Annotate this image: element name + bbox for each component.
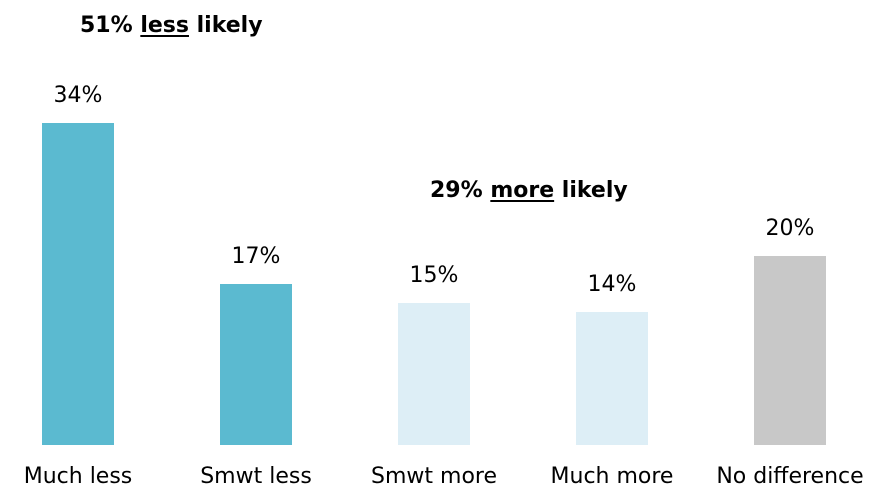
category-label: Much less <box>23 464 133 489</box>
bar-value-label: 20% <box>765 216 815 241</box>
annotation-less-likely-pre: 51% <box>80 13 141 38</box>
annotation-more-likely: 29% more likely <box>430 180 628 202</box>
bar-value-label: 15% <box>409 263 459 288</box>
category-label: Smwt less <box>200 464 312 489</box>
bar <box>398 303 470 445</box>
bar <box>576 312 648 445</box>
bar-value-label: 14% <box>587 272 637 297</box>
bar <box>220 284 292 445</box>
bar-value-label: 17% <box>231 244 281 269</box>
annotation-more-likely-pre: 29% <box>430 178 491 203</box>
annotation-less-likely-underlined: less <box>140 13 189 38</box>
bar <box>42 123 114 445</box>
category-label: No difference <box>716 464 864 489</box>
annotation-less-likely: 51% less likely <box>80 15 263 37</box>
category-label: Much more <box>550 464 674 489</box>
annotation-more-likely-underlined: more <box>490 178 555 203</box>
annotation-more-likely-post: likely <box>554 178 628 203</box>
bar <box>754 256 826 445</box>
annotation-less-likely-post: likely <box>188 13 263 38</box>
category-label: Smwt more <box>371 464 497 489</box>
bar-value-label: 34% <box>53 83 103 108</box>
